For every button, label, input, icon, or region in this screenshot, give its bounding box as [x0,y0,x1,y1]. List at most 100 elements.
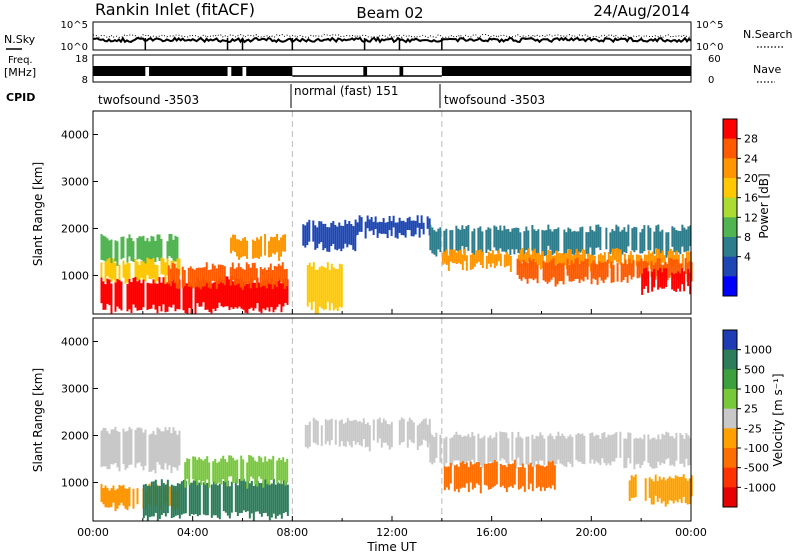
data-cell [676,259,679,281]
data-cell [100,233,103,260]
data-cell [338,222,341,249]
data-cell [495,254,498,266]
data-cell [535,464,538,489]
data-cell [256,237,259,258]
data-cell [271,270,274,290]
data-cell [457,228,460,252]
data-cell [525,226,528,250]
data-cell [228,279,231,311]
data-cell [138,264,141,284]
data-cell [666,478,669,505]
data-cell [554,265,557,287]
y-tick-label: 4000 [61,128,89,141]
x-tick-label: 12:00 [376,526,408,539]
data-cell [230,276,233,308]
data-cell [543,438,546,465]
data-cell [562,263,565,285]
data-cell [166,241,169,267]
data-cell [410,419,413,443]
data-cell [553,439,556,465]
data-cell [651,271,654,292]
data-cell [641,439,644,466]
data-cell [631,228,634,251]
data-cell [116,488,119,509]
data-cell [609,232,612,255]
data-cell [136,427,139,464]
data-cell [106,278,109,304]
data-cell [182,479,185,514]
data-cell [324,223,327,249]
data-cell [465,436,468,463]
data-cell [156,265,159,281]
data-cell [324,419,327,445]
data-cell [360,217,363,232]
data-cell [104,428,107,467]
y-tick-label: 1000 [61,269,89,282]
data-cell [214,458,217,485]
data-cell [536,264,539,284]
data-cell [645,267,648,287]
data-cell [238,239,241,260]
data-cell [266,461,269,485]
data-cell [124,264,127,284]
data-cell [276,481,279,516]
data-cell [162,483,165,514]
power-colorbar-tick-label: 4 [744,251,751,264]
data-cell [671,272,674,290]
data-cell [272,237,275,254]
data-cell [473,435,476,463]
data-cell [118,432,121,472]
data-cell [461,225,464,247]
data-cell [596,264,599,285]
data-cell [192,456,195,480]
velocity-colorbar-swatch [723,369,737,390]
data-cell [354,226,357,252]
data-cell [523,231,526,257]
data-cell [112,485,115,503]
data-cell [509,464,512,487]
data-cell [366,422,369,447]
data-cell [576,257,579,279]
data-cell [487,437,490,468]
y-tick-label: 2000 [61,222,89,235]
data-cell [398,217,401,233]
data-cell [467,434,470,462]
velocity-colorbar-label: Velocity [m s⁻¹] [771,373,785,466]
data-cell [657,270,660,290]
data-cell [136,261,139,281]
data-cell [202,276,205,303]
data-cell [511,463,514,488]
data-cell [654,474,657,496]
data-cell [222,281,225,308]
data-cell [537,229,540,255]
data-cell [665,232,668,258]
data-cell [140,260,143,278]
data-cell [140,236,143,261]
data-cell [344,219,347,244]
data-cell [348,420,351,446]
data-cell [260,236,263,257]
data-cell [250,480,253,514]
data-cell [114,426,117,464]
data-cell [481,251,484,269]
data-cell [198,280,201,307]
data-cell [447,466,450,490]
power-colorbar-tick-label: 28 [744,133,758,146]
data-cell [499,225,502,249]
data-cell [340,225,343,252]
data-cell [268,484,271,521]
data-cell [102,281,105,310]
data-cell [136,281,139,311]
data-cell [396,222,399,239]
data-cell [534,261,537,279]
data-cell [354,419,357,445]
data-cell [495,432,498,461]
data-cell [247,264,250,284]
data-cell [226,480,229,516]
data-cell [681,253,684,270]
data-cell [672,259,675,279]
data-cell [485,463,488,486]
data-cell [224,480,227,513]
data-cell [630,263,633,280]
data-cell [527,436,530,467]
